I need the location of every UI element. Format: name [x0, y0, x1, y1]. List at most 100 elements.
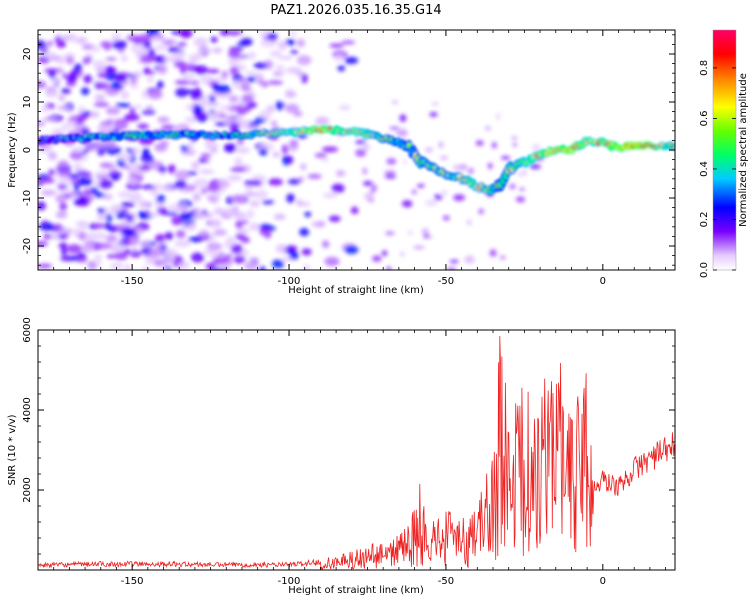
spectrogram-cell — [38, 40, 46, 50]
spectrogram-cell — [466, 219, 473, 226]
spectrogram-cell — [235, 219, 244, 229]
spectrogram-cell — [219, 30, 231, 36]
spectrogram-cell — [130, 43, 138, 53]
spectrogram-cell — [138, 210, 145, 219]
x-tick-label: -50 — [438, 276, 454, 287]
spectrogram-cell — [139, 165, 152, 171]
y-tick-label: 4000 — [22, 397, 33, 422]
spectrogram-cell — [120, 201, 136, 208]
colorbar: 0.0 0.2 0.4 0.6 0.8 Normalized spectral ampl… — [699, 29, 749, 278]
spectrogram-cell — [235, 147, 251, 154]
spectrogram-cell — [95, 82, 110, 90]
spectrogram-cell — [208, 218, 222, 228]
spectrogram-cell — [40, 177, 56, 184]
spectrogram-cell — [370, 184, 378, 192]
spectrogram-cell — [129, 75, 138, 85]
spectrogram-cell — [228, 95, 239, 103]
spectrogram-cell — [230, 244, 243, 254]
spectrogram-cell — [126, 176, 138, 184]
spectrogram-cell — [102, 193, 113, 200]
spectrogram-cell — [97, 207, 105, 215]
spectrogram-cell — [103, 222, 112, 231]
spectrogram-cell — [214, 121, 228, 127]
spectrogram-cell — [229, 122, 240, 132]
spectrogram-cell — [287, 155, 294, 165]
x-tick-label: -150 — [121, 276, 144, 287]
spectrogram-cell — [399, 114, 407, 122]
spectrogram-cell — [65, 81, 77, 87]
spectrogram-cell — [259, 266, 266, 270]
spectrogram-cell — [163, 248, 178, 258]
spectrogram-cell — [94, 257, 102, 267]
x-tick-label: -150 — [121, 576, 144, 587]
spectrogram-cell — [438, 141, 444, 149]
spectrogram-cell — [512, 143, 518, 147]
spectrogram-cell — [217, 251, 225, 260]
spectrogram-cell — [129, 236, 140, 245]
x-tick-label: -100 — [278, 576, 301, 587]
spectrogram-cell — [258, 148, 268, 156]
spectrogram-cell — [240, 82, 251, 92]
spectrogram-cell — [141, 109, 156, 115]
spectrogram-cell — [77, 252, 87, 260]
spectrogram-cell — [39, 222, 55, 231]
spectrogram-cell — [38, 145, 52, 154]
snr-panel: -150 -100 -50 0 2000 4000 6000 Height of strai… — [7, 317, 676, 596]
spectrogram-cell — [73, 146, 85, 153]
spectrogram-cell — [66, 74, 78, 83]
spectrogram-cell — [372, 255, 382, 262]
spectrogram-cell — [55, 194, 67, 204]
spectrogram-cell — [42, 116, 58, 122]
spectrogram-cell — [97, 242, 113, 250]
spectrogram-cell — [177, 42, 187, 47]
spectrogram-cell — [134, 104, 143, 110]
spectrogram-cell — [248, 256, 260, 263]
spectrogram-cell — [453, 194, 465, 201]
spectrogram-cell — [165, 41, 173, 46]
snr-x-label: Height of straight line (km) — [288, 585, 424, 596]
spectrogram-cell — [117, 190, 133, 199]
spectrogram-cell — [60, 255, 76, 262]
spectrogram-cell — [155, 234, 166, 243]
spectrogram-cell — [244, 261, 259, 270]
spectrogram-cell — [237, 64, 247, 72]
spectrogram-cell — [296, 55, 312, 66]
spectrogram-cell — [121, 54, 128, 63]
spectrogram-cell — [519, 187, 525, 192]
spectrogram-cell — [154, 44, 168, 51]
spectrogram-cell — [195, 51, 204, 60]
spectrogram-cell — [298, 175, 305, 181]
spectrogram-cell — [47, 151, 58, 161]
spectrogram-cell — [197, 158, 208, 164]
spectrogram-cell — [131, 247, 138, 252]
spectrogram-cell — [192, 178, 209, 188]
spectrogram-cell — [262, 225, 277, 232]
spectrogram-cell — [213, 207, 224, 216]
spectrogram-cell — [500, 156, 511, 160]
spectrogram-cell — [425, 199, 438, 207]
spectrogram-cell — [363, 192, 373, 201]
spectrogram-cell — [241, 94, 255, 103]
spectrogram-cell — [210, 36, 218, 43]
spectrogram-cell — [384, 170, 397, 175]
spectrogram-cell — [82, 57, 90, 65]
spectrogram-cell — [175, 179, 187, 190]
spectrogram-cell — [209, 92, 223, 97]
spectrogram-cell — [198, 229, 209, 237]
spectrogram-cell — [66, 33, 78, 43]
spectrogram-cell — [160, 185, 174, 192]
spectrogram-cell — [81, 190, 94, 196]
spectrogram-cell — [273, 213, 286, 220]
spectrogram-cell — [307, 173, 322, 179]
spectrogram-cell — [184, 116, 197, 124]
spectrogram-cell — [228, 49, 240, 59]
spectrogram-cell — [186, 171, 198, 176]
spectrogram-cell — [78, 232, 88, 241]
spectrogram-cell — [71, 255, 80, 261]
spectrogram-cell — [484, 125, 492, 131]
snr-ticks: -150 -100 -50 0 2000 4000 6000 — [22, 317, 675, 587]
spectrogram-cell — [238, 77, 247, 82]
spectrogram-cell — [240, 37, 253, 46]
spectrogram-cell — [399, 251, 405, 257]
